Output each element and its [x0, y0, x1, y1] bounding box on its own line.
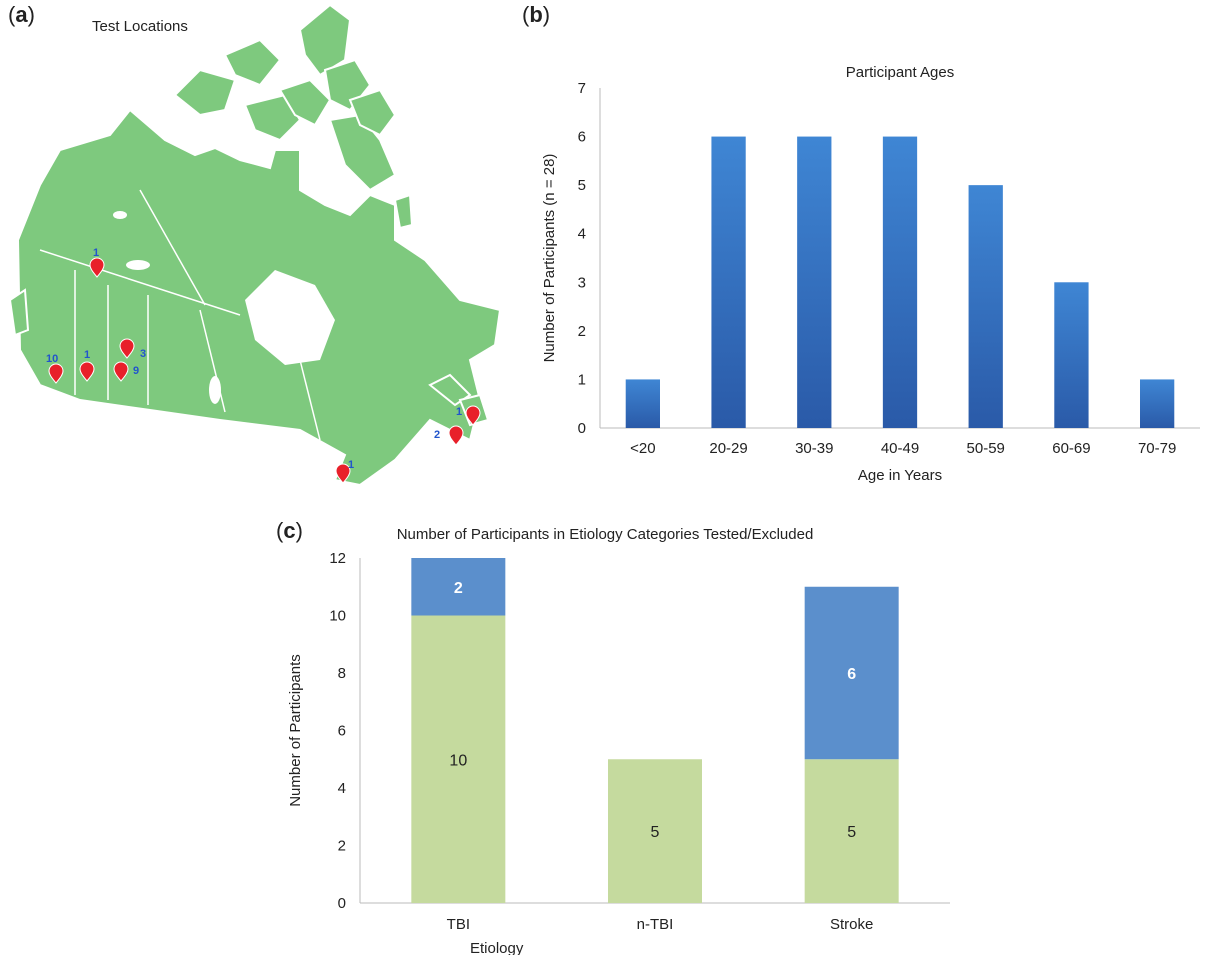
marker-pin: [335, 463, 351, 484]
x-tick-label: n-TBI: [637, 916, 674, 933]
marker-count: 1: [93, 247, 99, 259]
y-tick-label: 3: [578, 274, 586, 291]
x-axis-label: Age in Years: [858, 467, 942, 484]
x-tick-label: 50-59: [967, 440, 1005, 457]
panel-label-c: (c): [276, 518, 303, 543]
marker-pin: [48, 363, 64, 384]
marker-pin: [465, 405, 481, 426]
y-tick-label: 10: [329, 608, 346, 625]
y-tick-label: 4: [578, 226, 586, 243]
x-tick-label: Stroke: [830, 916, 873, 933]
map-markers: [48, 257, 481, 484]
marker-pin: [79, 361, 95, 382]
marker-count: 3: [140, 348, 146, 360]
bar: [797, 136, 832, 429]
chart-title: Number of Participants in Etiology Categ…: [397, 526, 814, 543]
data-label: 5: [847, 824, 856, 841]
y-tick-label: 4: [338, 780, 346, 797]
data-label: 6: [847, 666, 856, 683]
province-borders: [39, 189, 321, 441]
y-tick-label: 2: [338, 838, 346, 855]
bar-segment: [804, 759, 899, 903]
bar-segment: [411, 558, 506, 616]
y-tick-label: 1: [578, 371, 586, 388]
bar: [882, 136, 918, 429]
panel-label-b: (b): [522, 2, 551, 27]
bar: [1054, 282, 1089, 428]
ages-chart: Participant Ages 0 1 2 3 4 5 6 7 <20 20-29 30-39 40…: [541, 64, 1200, 484]
marker-pin: [448, 425, 464, 446]
chart-title: Participant Ages: [846, 64, 954, 81]
bar-segment: [411, 615, 506, 903]
marker-counts: 1 10 1 3 9 1 2 1: [46, 247, 462, 471]
y-tick-label: 0: [338, 895, 346, 912]
x-tick-label: TBI: [447, 916, 470, 933]
bar: [968, 185, 1003, 428]
bar: [711, 136, 746, 429]
y-tick-label: 5: [578, 177, 586, 194]
marker-count: 10: [46, 353, 58, 365]
map-title: Test Locations: [92, 18, 188, 35]
marker-count: 9: [133, 365, 139, 377]
marker-count: 1: [348, 459, 354, 471]
x-axis-label: Etiology: [470, 940, 524, 955]
x-tick-label: <20: [630, 440, 655, 457]
y-tick-label: 8: [338, 665, 346, 682]
x-tick-label: 20-29: [709, 440, 747, 457]
data-label: 5: [651, 824, 660, 841]
data-label: 2: [454, 580, 463, 597]
y-tick-label: 6: [578, 129, 586, 146]
x-tick-label: 30-39: [795, 440, 833, 457]
x-tick-label: 70-79: [1138, 440, 1176, 457]
y-axis-label: Number of Participants: [287, 654, 304, 807]
y-tick-label: 2: [578, 323, 586, 340]
marker-count: 2: [434, 429, 440, 441]
y-tick-label: 0: [578, 420, 586, 437]
y-axis-label: Number of Participants (n = 28): [541, 154, 558, 363]
hudson-bay: [245, 270, 335, 365]
bar-segment: [608, 759, 702, 903]
panel-label-a: (a): [8, 2, 35, 27]
marker-count: 1: [84, 349, 90, 361]
x-tick-label: 60-69: [1052, 440, 1090, 457]
bar: [1140, 379, 1175, 428]
y-tick-label: 6: [338, 723, 346, 740]
bar-segment: [804, 586, 899, 760]
etiology-chart: Number of Participants in Etiology Categ…: [287, 526, 950, 955]
marker-pin: [89, 257, 105, 278]
marker-count: 1: [456, 406, 462, 418]
marker-pin: [113, 361, 129, 382]
y-tick-label: 12: [329, 550, 346, 567]
marker-pin: [119, 338, 135, 359]
canada-map: 1 10 1 3 9 1 2 1: [8, 3, 502, 487]
x-tick-label: 40-49: [881, 440, 919, 457]
bar: [625, 379, 660, 428]
data-label: 10: [449, 752, 467, 769]
map-land: [8, 3, 502, 487]
y-tick-label: 7: [578, 80, 586, 97]
